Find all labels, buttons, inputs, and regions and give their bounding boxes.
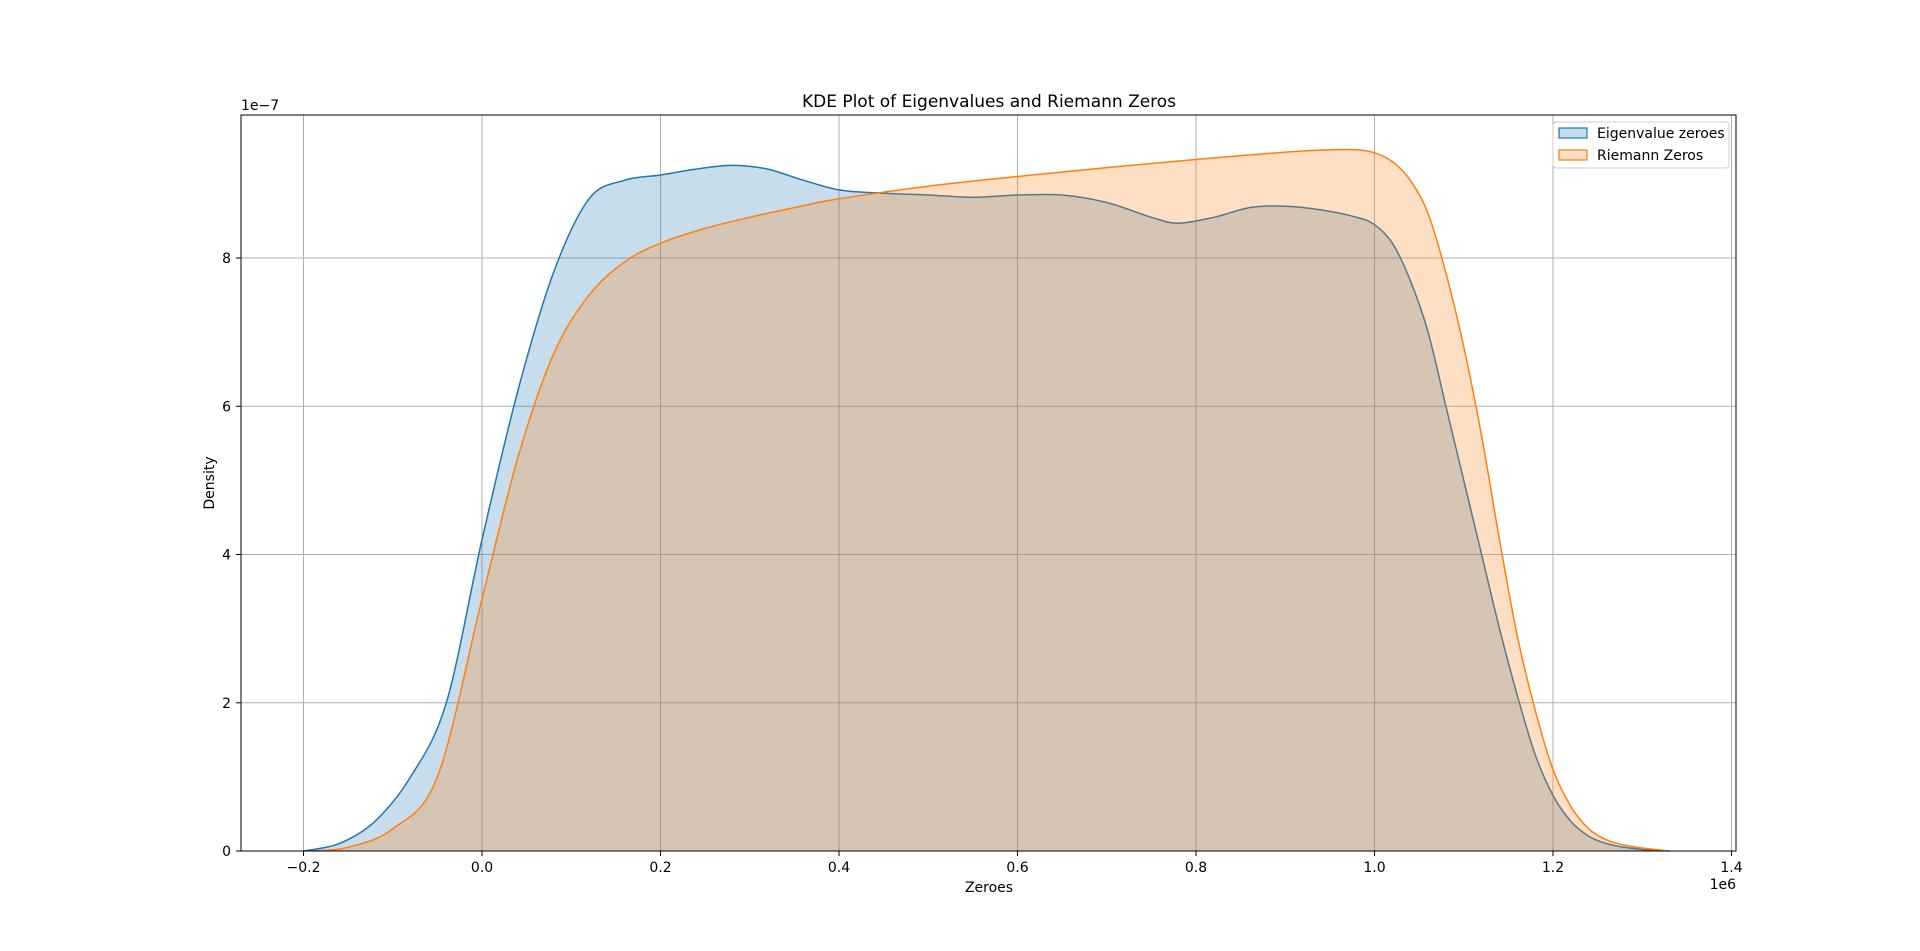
x-tick-label: 0.0 (471, 860, 493, 876)
y-tick-label: 8 (222, 251, 231, 267)
x-axis-label: Zeroes (965, 880, 1013, 896)
legend-swatch-riemann (1558, 149, 1588, 161)
kde-area-eigenvalue-zeroes (303, 165, 1661, 851)
chart-title: KDE Plot of Eigenvalues and Riemann Zero… (802, 92, 1176, 112)
kde-line-eigenvalue-zeroes (303, 164, 1661, 852)
x-tick-label: 0.8 (1185, 860, 1207, 876)
y-axis: 0 2 4 6 8 (222, 251, 241, 860)
legend-label-riemann: Riemann Zeros (1597, 148, 1703, 164)
x-tick-label: 1.0 (1363, 860, 1385, 876)
x-tick-label: 1.4 (1720, 860, 1742, 876)
axes-frame (240, 114, 1737, 852)
x-offset-text: 1e6 (1710, 877, 1737, 893)
legend-swatch-eigenvalue (1558, 127, 1588, 139)
x-tick-label: 0.6 (1006, 860, 1028, 876)
x-tick-label: −0.2 (287, 860, 321, 876)
y-tick-label: 4 (222, 548, 231, 564)
y-tick-label: 0 (222, 844, 231, 860)
x-axis: −0.2 0.0 0.2 0.4 0.6 0.8 1.0 1.2 1.4 (287, 851, 1743, 876)
series-layer (303, 148, 1670, 852)
legend-label-eigenvalue: Eigenvalue zeroes (1597, 126, 1725, 142)
x-tick-label: 0.4 (828, 860, 850, 876)
kde-line-riemann-zeros (312, 148, 1670, 852)
y-tick-label: 2 (222, 696, 231, 712)
y-offset-text: 1e−7 (241, 98, 279, 114)
x-tick-label: 1.2 (1542, 860, 1564, 876)
kde-area-riemann-zeros (312, 149, 1670, 851)
x-tick-label: 0.2 (649, 860, 671, 876)
legend-box (1552, 121, 1730, 169)
y-axis-label: Density (202, 456, 218, 509)
legend: Eigenvalue zeroes Riemann Zeros (1552, 121, 1730, 169)
y-tick-label: 6 (222, 399, 231, 415)
